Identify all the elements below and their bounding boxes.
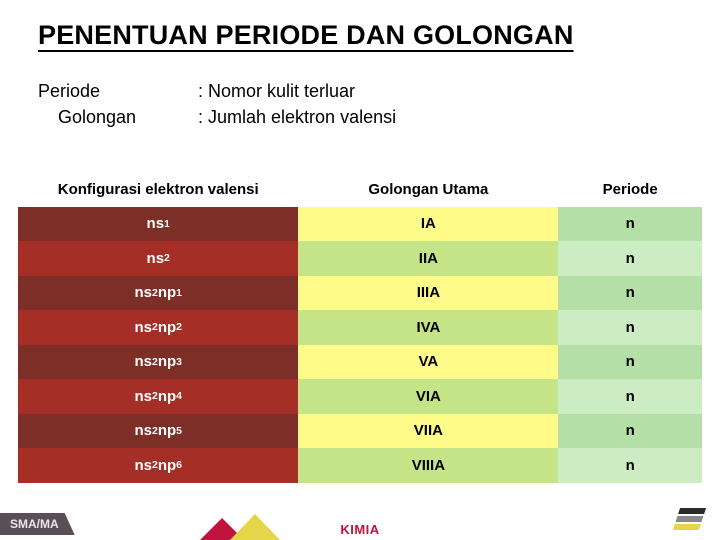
- golongan-cell: IA: [298, 207, 558, 242]
- slide: PENENTUAN PERIODE DAN GOLONGAN Periode :…: [0, 0, 720, 540]
- config-cell: ns1: [18, 207, 298, 242]
- golongan-cell: IIIA: [298, 276, 558, 311]
- config-cell: ns2 np4: [18, 379, 298, 414]
- table-row: ns2 np2IVAn: [18, 310, 702, 345]
- golongan-cell: IVA: [298, 310, 558, 345]
- table-header-cell: Golongan Utama: [298, 181, 558, 198]
- definition-row: Periode : Nomor kulit terluar: [38, 78, 396, 104]
- periode-cell: n: [558, 379, 702, 414]
- footer-left-badge: SMA/MA: [0, 513, 75, 535]
- table-row: ns2IIAn: [18, 241, 702, 276]
- footer-deco-icon: [200, 506, 320, 540]
- config-cell: ns2 np5: [18, 414, 298, 449]
- table-row: ns2 np6VIIIAn: [18, 448, 702, 483]
- config-cell: ns2 np1: [18, 276, 298, 311]
- periode-cell: n: [558, 276, 702, 311]
- footer: SMA/MA KIMIA: [0, 508, 720, 540]
- definition-value: : Jumlah elektron valensi: [198, 104, 396, 130]
- table-row: ns1IAn: [18, 207, 702, 242]
- golongan-cell: VIIIA: [298, 448, 558, 483]
- golongan-cell: VA: [298, 345, 558, 380]
- table-row: ns2 np1IIIAn: [18, 276, 702, 311]
- config-table: Konfigurasi elektron valensi Golongan Ut…: [18, 172, 702, 483]
- golongan-cell: IIA: [298, 241, 558, 276]
- periode-cell: n: [558, 241, 702, 276]
- periode-cell: n: [558, 310, 702, 345]
- slide-title: PENENTUAN PERIODE DAN GOLONGAN: [38, 20, 682, 51]
- periode-cell: n: [558, 345, 702, 380]
- definition-value: : Nomor kulit terluar: [198, 78, 355, 104]
- definition-label: Golongan: [58, 104, 198, 130]
- config-cell: ns2 np2: [18, 310, 298, 345]
- definition-label: Periode: [38, 78, 198, 104]
- table-row: ns2 np4VIAn: [18, 379, 702, 414]
- footer-corner-icon: [666, 502, 708, 536]
- table-header-cell: Periode: [558, 181, 702, 198]
- periode-cell: n: [558, 207, 702, 242]
- golongan-cell: VIA: [298, 379, 558, 414]
- config-cell: ns2 np3: [18, 345, 298, 380]
- periode-cell: n: [558, 414, 702, 449]
- table-header-cell: Konfigurasi elektron valensi: [18, 181, 298, 198]
- table-row: ns2 np3VAn: [18, 345, 702, 380]
- definitions-block: Periode : Nomor kulit terluar Golongan :…: [38, 78, 396, 130]
- footer-center-label: KIMIA: [340, 522, 379, 537]
- config-cell: ns2: [18, 241, 298, 276]
- table-row: ns2 np5VIIAn: [18, 414, 702, 449]
- golongan-cell: VIIA: [298, 414, 558, 449]
- config-cell: ns2 np6: [18, 448, 298, 483]
- periode-cell: n: [558, 448, 702, 483]
- definition-row: Golongan : Jumlah elektron valensi: [38, 104, 396, 130]
- table-header-row: Konfigurasi elektron valensi Golongan Ut…: [18, 172, 702, 207]
